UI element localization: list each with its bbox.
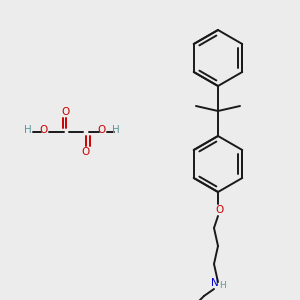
Text: O: O (62, 107, 70, 117)
Text: H: H (112, 125, 120, 135)
Text: O: O (98, 125, 106, 135)
Text: O: O (216, 205, 224, 215)
Text: N: N (211, 278, 219, 288)
Text: H: H (220, 280, 226, 290)
Text: O: O (40, 125, 48, 135)
Text: O: O (82, 147, 90, 157)
Text: H: H (24, 125, 32, 135)
